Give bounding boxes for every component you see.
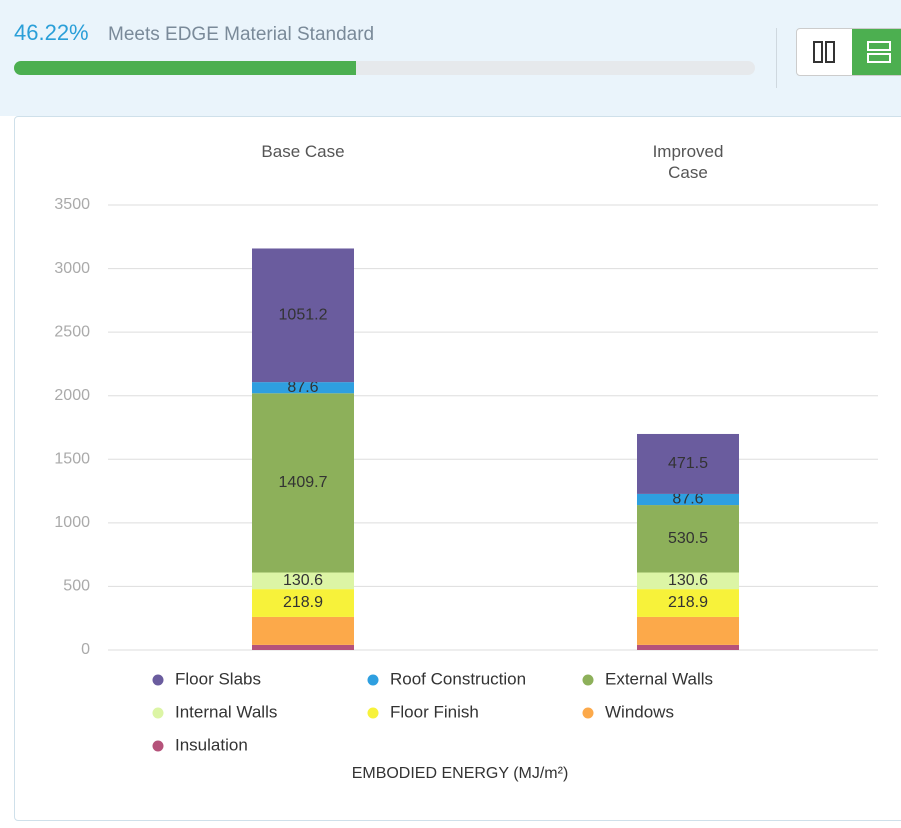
data-label: 130.6 (283, 572, 323, 589)
bar-segment (252, 248, 354, 383)
y-tick-label: 1000 (54, 514, 90, 531)
y-tick-label: 2000 (54, 387, 90, 404)
data-label: 218.9 (668, 594, 708, 611)
bar-segment (637, 505, 739, 573)
bar-segment (252, 382, 354, 394)
bar-segment (637, 589, 739, 617)
y-tick-label: 3000 (54, 260, 90, 277)
legend-marker (152, 740, 164, 752)
bar-segment (637, 433, 739, 494)
legend-label: Floor Slabs (175, 669, 261, 688)
legend-marker (367, 674, 379, 686)
bar-segment (637, 572, 739, 590)
y-tick-label: 3500 (54, 196, 90, 213)
columns-view-button[interactable] (797, 29, 852, 75)
x-tick-label: Improved Case (652, 142, 724, 182)
data-label: 87.6 (672, 491, 703, 508)
data-label: 87.6 (287, 379, 318, 396)
data-label: 1051.2 (279, 307, 328, 324)
bar-segment (637, 616, 739, 645)
x-tick-label: Base Case (261, 142, 345, 161)
data-label: 530.5 (668, 530, 708, 547)
legend-marker (152, 674, 164, 686)
data-label: 130.6 (668, 572, 708, 589)
data-label: 218.9 (283, 594, 323, 611)
x-axis-title: EMBODIED ENERGY (MJ/m²) (352, 765, 569, 782)
bar-segment (252, 572, 354, 590)
progress-caption: Meets EDGE Material Standard (108, 24, 375, 45)
chart-card (14, 116, 901, 821)
bar-segment (252, 644, 354, 650)
legend-marker (582, 707, 594, 719)
legend-marker (582, 674, 594, 686)
progress-track (14, 61, 755, 75)
bar-segment (252, 616, 354, 645)
legend-label: Roof Construction (390, 669, 526, 688)
y-tick-label: 500 (63, 578, 90, 595)
data-label: 1409.7 (279, 474, 328, 491)
progress-percent: 46.22% (14, 20, 89, 45)
legend-label: External Walls (605, 669, 713, 688)
bar-segment (252, 589, 354, 617)
bar-segment (637, 493, 739, 506)
progress-fill (14, 61, 357, 75)
y-tick-label: 2500 (54, 323, 90, 340)
data-label: 471.5 (668, 455, 708, 472)
legend-label: Internal Walls (175, 702, 277, 721)
legend-label: Floor Finish (390, 702, 479, 721)
legend-marker (367, 707, 379, 719)
y-tick-label: 0 (81, 641, 90, 658)
bar-segment (637, 644, 739, 650)
legend-label: Insulation (175, 735, 248, 754)
view-toggle[interactable] (796, 28, 901, 76)
rows-view-button[interactable] (852, 29, 901, 75)
separator (776, 28, 777, 88)
legend-marker (152, 707, 164, 719)
y-tick-label: 1500 (54, 451, 90, 468)
bar-segment (252, 393, 354, 573)
header: 46.22% Meets EDGE Material Standard (0, 0, 901, 116)
legend-label: Windows (605, 702, 674, 721)
